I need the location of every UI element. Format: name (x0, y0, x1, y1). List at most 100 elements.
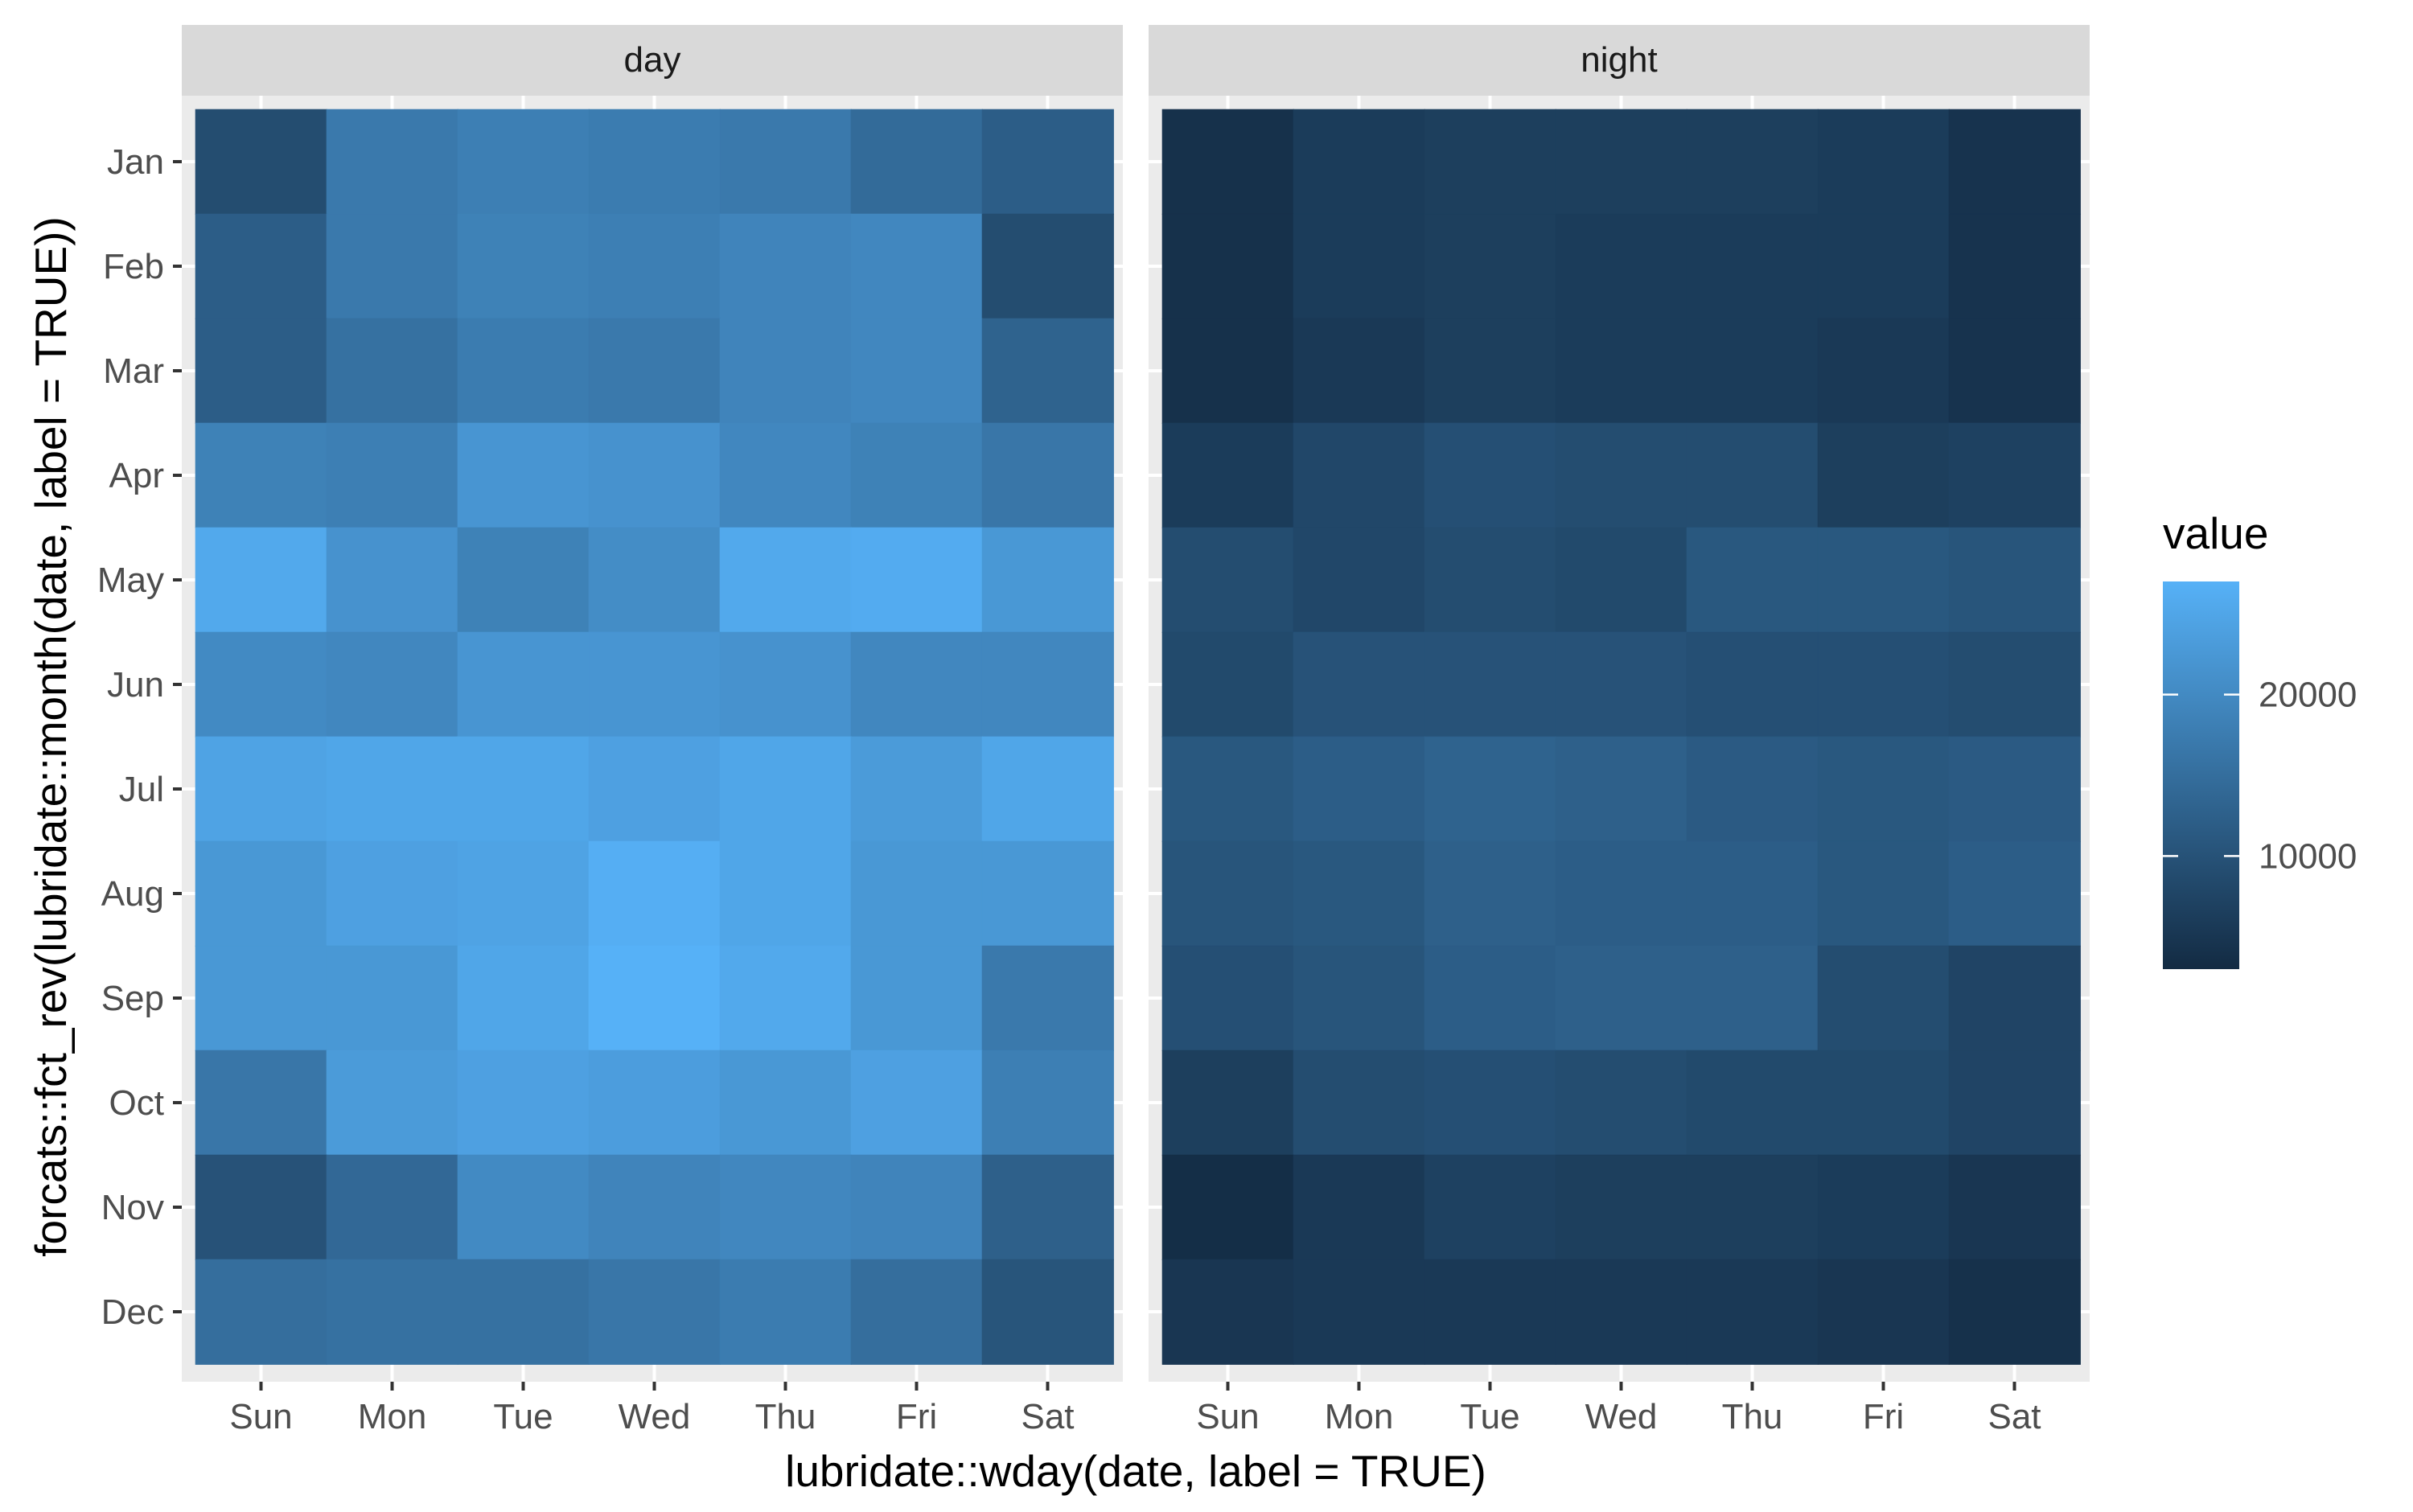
tile-day-jun-wed (588, 631, 721, 738)
tile-day-apr-tue (457, 422, 590, 528)
tile-night-mar-thu (1686, 318, 1819, 424)
tiles-night (1161, 109, 2081, 1365)
tile-day-jun-mon (326, 631, 458, 738)
tile-day-apr-thu (719, 422, 852, 528)
tile-night-sep-thu (1686, 945, 1819, 1051)
tile-day-aug-fri (850, 840, 983, 947)
tile-day-jul-sat (981, 736, 1114, 842)
tile-day-sep-thu (719, 945, 852, 1051)
tile-night-dec-tue (1424, 1259, 1556, 1365)
tile-day-aug-sun (195, 840, 327, 947)
tile-night-dec-thu (1686, 1259, 1819, 1365)
tile-night-aug-sun (1161, 840, 1294, 947)
tile-day-mar-tue (457, 318, 590, 424)
tile-night-may-mon (1293, 527, 1425, 633)
tile-day-nov-sat (981, 1154, 1114, 1260)
tile-day-jul-sun (195, 736, 327, 842)
tile-day-aug-wed (588, 840, 721, 947)
tile-day-dec-sat (981, 1259, 1114, 1365)
tile-day-nov-wed (588, 1154, 721, 1260)
tile-day-may-wed (588, 527, 721, 633)
strip-label-night: night (1581, 40, 1657, 80)
tile-night-jul-tue (1424, 736, 1556, 842)
tile-night-apr-mon (1293, 422, 1425, 528)
tile-day-apr-fri (850, 422, 983, 528)
tile-day-may-sun (195, 527, 327, 633)
tile-night-apr-fri (1817, 422, 1950, 528)
tile-day-dec-thu (719, 1259, 852, 1365)
tile-day-dec-sun (195, 1259, 327, 1365)
tile-day-mar-sat (981, 318, 1114, 424)
tile-night-dec-wed (1555, 1259, 1687, 1365)
x-axis-title: lubridate::wday(date, label = TRUE) (785, 1446, 1486, 1496)
tile-day-may-mon (326, 527, 458, 633)
tile-night-dec-fri (1817, 1259, 1950, 1365)
tile-night-nov-sat (1948, 1154, 2081, 1260)
tile-day-feb-thu (719, 213, 852, 319)
y-tick-label-jan: Jan (107, 142, 164, 182)
tile-day-sep-wed (588, 945, 721, 1051)
tile-night-apr-tue (1424, 422, 1556, 528)
strip-label-day: day (624, 40, 681, 80)
tile-night-feb-fri (1817, 213, 1950, 319)
tile-night-sep-sun (1161, 945, 1294, 1051)
tile-day-nov-tue (457, 1154, 590, 1260)
tile-day-sep-sun (195, 945, 327, 1051)
tile-night-nov-tue (1424, 1154, 1556, 1260)
tile-night-mar-fri (1817, 318, 1950, 424)
y-tick-label-nov: Nov (101, 1188, 164, 1227)
tile-day-feb-mon (326, 213, 458, 319)
y-tick-label-oct: Oct (109, 1083, 164, 1123)
tile-day-oct-sun (195, 1050, 327, 1156)
strip-background-night (1149, 25, 2090, 96)
tile-day-jul-thu (719, 736, 852, 842)
tile-night-sep-mon (1293, 945, 1425, 1051)
tile-day-may-tue (457, 527, 590, 633)
tile-night-feb-wed (1555, 213, 1687, 319)
tile-night-jan-wed (1555, 109, 1687, 215)
tile-night-may-sat (1948, 527, 2081, 633)
tile-day-feb-wed (588, 213, 721, 319)
tile-day-sep-tue (457, 945, 590, 1051)
x-axis-night: Sun Mon Tue Wed Thu Fri Sat (1196, 1382, 2041, 1436)
tile-night-nov-mon (1293, 1154, 1425, 1260)
tile-day-jan-tue (457, 109, 590, 215)
tile-night-jun-mon (1293, 631, 1425, 738)
tile-night-oct-sun (1161, 1050, 1294, 1156)
tile-night-aug-mon (1293, 840, 1425, 947)
legend: value 10000 20000 (2163, 508, 2357, 969)
tile-night-jul-thu (1686, 736, 1819, 842)
tile-day-jul-tue (457, 736, 590, 842)
tile-night-feb-sat (1948, 213, 2081, 319)
tile-day-jun-fri (850, 631, 983, 738)
tile-night-nov-fri (1817, 1154, 1950, 1260)
tile-night-aug-thu (1686, 840, 1819, 947)
tile-night-jun-sun (1161, 631, 1294, 738)
tile-night-jan-sat (1948, 109, 2081, 215)
tile-day-jan-sat (981, 109, 1114, 215)
tile-night-jul-fri (1817, 736, 1950, 842)
tile-night-feb-sun (1161, 213, 1294, 319)
x-tick-label-wed: Wed (619, 1397, 691, 1436)
tile-day-nov-thu (719, 1154, 852, 1260)
tile-night-apr-sat (1948, 422, 2081, 528)
tile-night-oct-sat (1948, 1050, 2081, 1156)
panel-night: night (1149, 25, 2090, 1382)
tile-day-mar-thu (719, 318, 852, 424)
tile-night-sep-fri (1817, 945, 1950, 1051)
tile-day-dec-wed (588, 1259, 721, 1365)
tile-night-feb-thu (1686, 213, 1819, 319)
tile-day-mar-wed (588, 318, 721, 424)
tile-day-dec-mon (326, 1259, 458, 1365)
x-tick-label-tue: Tue (1460, 1397, 1519, 1436)
tile-day-mar-sun (195, 318, 327, 424)
y-axis: Jan Feb Mar Apr May Jun Jul Aug Sep Oct Nov Dec (97, 142, 182, 1332)
y-tick-label-mar: Mar (103, 351, 164, 391)
tile-night-sep-sat (1948, 945, 2081, 1051)
tile-night-aug-tue (1424, 840, 1556, 947)
tile-night-jan-fri (1817, 109, 1950, 215)
tile-day-oct-thu (719, 1050, 852, 1156)
tile-day-nov-fri (850, 1154, 983, 1260)
